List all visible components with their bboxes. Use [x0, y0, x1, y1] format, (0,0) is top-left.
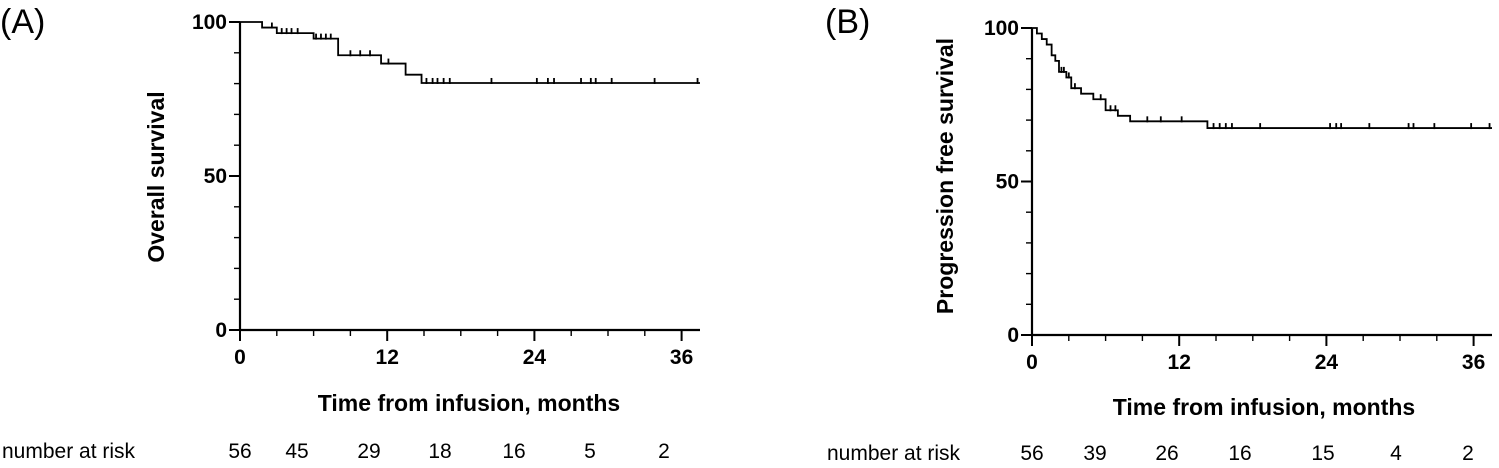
panel-a-x-tick-label: 0 — [234, 346, 246, 369]
panel-b-risk-value: 26 — [1155, 442, 1178, 465]
panel-a-y-tick-label: 50 — [204, 165, 227, 188]
panel-b-risk-values: 56 39 26 16 15 4 2 — [1020, 442, 1474, 465]
panel-b-x-tick-label: 0 — [1026, 351, 1038, 374]
panel-a-survival-curve — [240, 21, 700, 84]
panel-b-x-tick-label: 12 — [1168, 351, 1191, 374]
panel-a-risk-value: 29 — [357, 440, 380, 463]
panel-a-x-axis-title: Time from infusion, months — [318, 390, 620, 416]
panel-a-risk-value: 5 — [584, 440, 596, 463]
panel-a-risk-value: 45 — [285, 440, 308, 463]
panel-b-risk-value: 16 — [1228, 442, 1251, 465]
panel-b-x-tick-label: 36 — [1462, 351, 1485, 374]
panel-a-y-tick-label: 0 — [215, 319, 227, 342]
panel-b-risk-value: 15 — [1311, 442, 1334, 465]
panel-b-risk-value: 2 — [1462, 442, 1474, 465]
panel-a-risk-value: 16 — [502, 440, 525, 463]
panel-b-risk-label: number at risk — [827, 442, 961, 465]
panel-a-risk-label: number at risk — [2, 440, 136, 463]
panel-a-y-tick-label: 100 — [192, 11, 227, 34]
panel-a-x-tick-label: 12 — [376, 346, 399, 369]
panel-b-plot: 0 50 100 0 12 24 36 — [984, 17, 1492, 374]
panel-a-x-tick-label: 24 — [523, 346, 547, 369]
panel-b-survival-curve — [1032, 27, 1492, 129]
panel-b-risk-value: 56 — [1020, 442, 1043, 465]
panel-a: (A) 0 50 100 0 12 24 36 Time from infusion, mo… — [0, 3, 700, 463]
panel-a-risk-values: 56 45 29 18 16 5 2 — [228, 440, 670, 463]
panel-a-x-tick-label: 36 — [670, 346, 693, 369]
panel-b-risk-value: 39 — [1083, 442, 1106, 465]
panel-b-x-tick-label: 24 — [1315, 351, 1339, 374]
panel-b-risk-value: 4 — [1390, 442, 1402, 465]
panel-b-y-tick-label: 50 — [996, 171, 1019, 194]
panel-b-y-tick-label: 100 — [984, 17, 1019, 40]
panel-a-plot: 0 50 100 0 12 24 36 — [192, 11, 700, 369]
panel-b-y-tick-label: 0 — [1007, 324, 1019, 347]
panel-b-letter: (B) — [825, 3, 870, 41]
panel-a-letter: (A) — [0, 3, 45, 41]
panel-a-risk-value: 2 — [658, 440, 670, 463]
panel-a-risk-value: 56 — [228, 440, 251, 463]
panel-b-x-axis-title: Time from infusion, months — [1113, 394, 1415, 420]
panel-a-risk-value: 18 — [428, 440, 451, 463]
panel-a-y-axis-title: Overall survival — [143, 91, 169, 262]
panel-b-y-axis-title: Progression free survival — [932, 38, 958, 314]
